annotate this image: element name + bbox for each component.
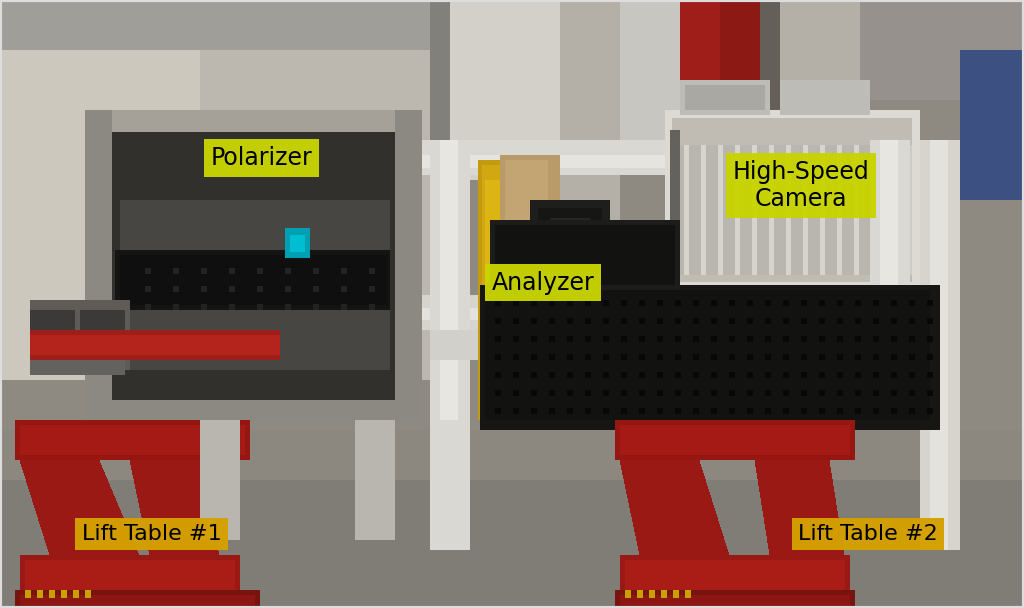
Text: Lift Table #2: Lift Table #2 [799,524,938,544]
Text: Polarizer: Polarizer [210,146,312,170]
Text: High-Speed
Camera: High-Speed Camera [732,159,869,212]
Text: Lift Table #1: Lift Table #1 [82,524,221,544]
Text: Analyzer: Analyzer [492,271,594,295]
